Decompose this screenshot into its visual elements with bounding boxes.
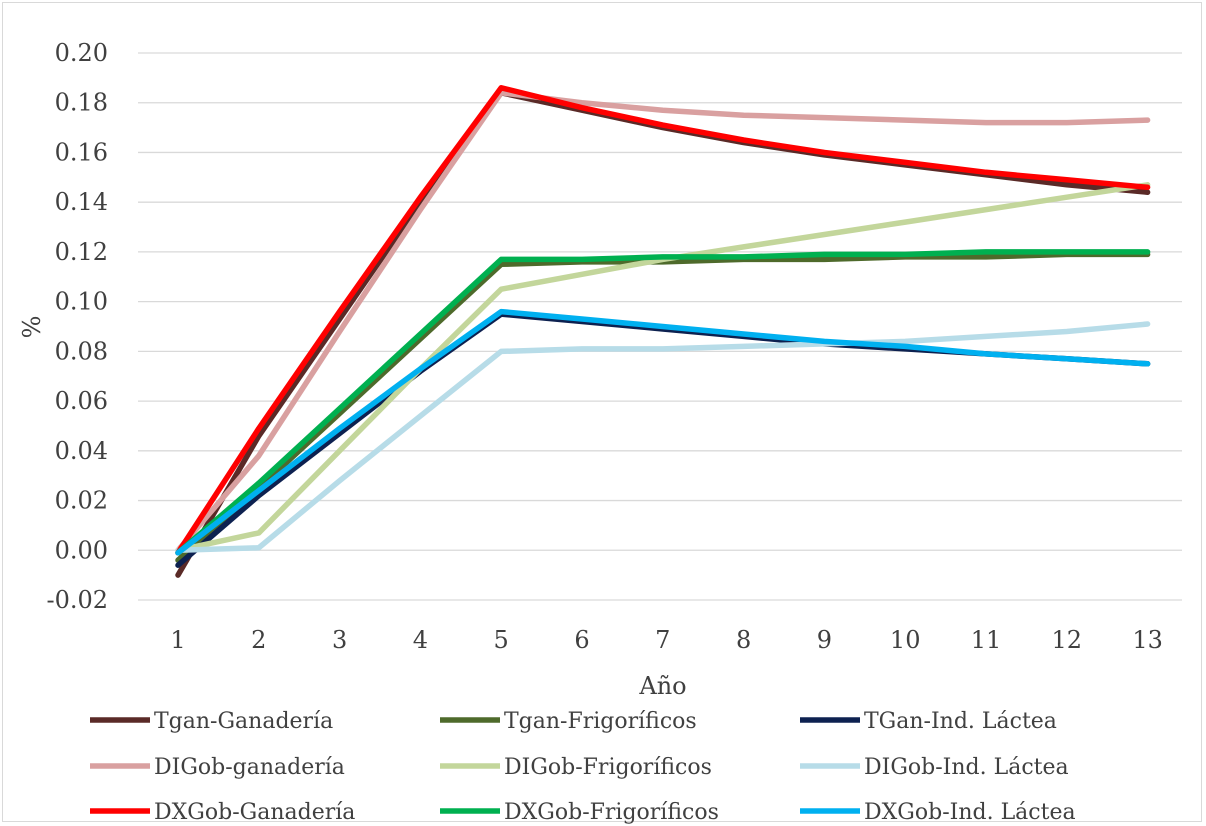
legend-label: Tgan-Frigoríficos [504, 709, 697, 734]
series-lines [175, 85, 1151, 578]
x-tick-label: 13 [1132, 626, 1163, 654]
x-tick-label: 3 [332, 626, 347, 654]
x-tick-label: 1 [170, 626, 185, 654]
series-line-9 [175, 308, 1151, 556]
legend-label: DIGob-ganadería [154, 755, 345, 780]
y-tick-label: 0.12 [55, 238, 108, 266]
x-tick-labels: 1 2 3 4 5 6 7 8 9 10 11 12 13 [170, 626, 1163, 654]
y-tick-label: 0.02 [55, 487, 108, 515]
legend-label: DXGob-Ind. Láctea [864, 800, 1076, 825]
y-tick-label: 0.08 [55, 337, 108, 365]
y-tick-label: 0.14 [55, 188, 108, 216]
y-tick-label: 0.00 [55, 536, 108, 564]
x-tick-label: 4 [413, 626, 428, 654]
x-tick-label: 9 [817, 626, 832, 654]
legend: Tgan-Ganadería Tgan-Frigoríficos TGan-Ind.… [90, 709, 1076, 825]
y-tick-label: 0.10 [55, 288, 108, 316]
series-line-2 [175, 251, 1151, 563]
series-line-8 [175, 249, 1151, 556]
x-tick-label: 5 [494, 626, 509, 654]
y-tick-label: 0.20 [55, 39, 108, 67]
y-tick-label: 0.18 [55, 89, 108, 117]
legend-label: DXGob-Frigoríficos [504, 800, 719, 825]
x-tick-label: 6 [574, 626, 589, 654]
legend-label: TGan-Ind. Láctea [864, 709, 1057, 734]
legend-label: DIGob-Ind. Láctea [864, 755, 1069, 780]
y-tick-label: 0.04 [55, 437, 108, 465]
legend-label: Tgan-Ganadería [154, 709, 333, 734]
y-tick-label: 0.06 [55, 387, 108, 415]
legend-label: DIGob-Frigoríficos [504, 755, 712, 780]
legend-label: DXGob-Ganadería [154, 800, 355, 825]
y-tick-labels: -0.02 0.00 0.02 0.04 0.06 0.08 0.10 0.12 0.14 0.1… [46, 39, 108, 614]
x-tick-label: 7 [655, 626, 670, 654]
series-line-7 [175, 85, 1151, 556]
x-tick-label: 2 [251, 626, 266, 654]
series-line-4 [175, 90, 1151, 554]
x-tick-label: 10 [890, 626, 921, 654]
series-line-6 [175, 321, 1151, 554]
y-tick-label: 0.16 [55, 138, 108, 166]
gridlines [138, 52, 1182, 601]
x-tick-label: 12 [1052, 626, 1083, 654]
x-tick-label: 8 [736, 626, 751, 654]
y-axis-title: % [18, 316, 46, 339]
x-axis-title: Año [638, 672, 686, 700]
x-tick-label: 11 [971, 626, 1002, 654]
y-tick-label: -0.02 [46, 586, 108, 614]
